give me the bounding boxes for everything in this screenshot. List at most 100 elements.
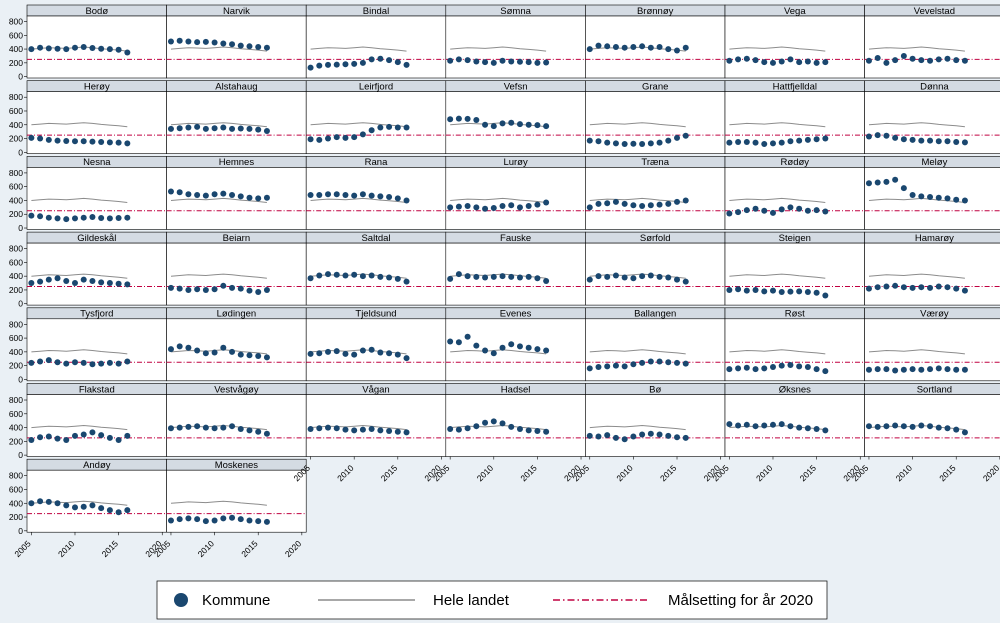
kommune-point — [961, 429, 968, 436]
panel-title: Dønna — [920, 82, 949, 93]
kommune-point — [630, 140, 637, 147]
panel-plot-area — [585, 394, 726, 457]
kommune-point — [682, 132, 689, 139]
panel-plot-area — [26, 318, 167, 382]
kommune-point — [229, 284, 236, 291]
panel-title: Nesna — [83, 157, 111, 168]
panel-title: Gildeskål — [77, 233, 116, 244]
kommune-point — [194, 347, 201, 354]
kommune-point — [220, 515, 227, 522]
kommune-point — [778, 206, 785, 213]
kommune-point — [543, 123, 550, 130]
kommune-point — [490, 350, 497, 357]
kommune-point — [316, 191, 323, 198]
kommune-point — [106, 507, 113, 514]
national-line — [868, 273, 965, 279]
kommune-point — [612, 198, 619, 205]
panel-plot-area — [166, 15, 307, 79]
national-line — [450, 197, 547, 203]
panel-title: Vågan — [362, 384, 389, 395]
kommune-point — [185, 38, 192, 45]
panel-moskenes: Moskenes — [166, 458, 307, 533]
panel-title: Hattfjelldal — [773, 82, 817, 93]
panel-bindal: Bindal — [305, 4, 447, 79]
kommune-point — [368, 127, 375, 134]
kommune-point — [778, 289, 785, 296]
kommune-point — [342, 350, 349, 357]
kommune-point — [813, 136, 820, 143]
kommune-point — [202, 518, 209, 525]
kommune-point — [351, 60, 358, 67]
panel-title: Sørfold — [640, 233, 671, 244]
kommune-point — [455, 426, 462, 433]
kommune-point — [892, 282, 899, 289]
kommune-point — [167, 517, 174, 524]
kommune-point — [935, 56, 942, 63]
y-tick-label: 800 — [9, 168, 23, 178]
panel-plot-area — [864, 91, 1000, 154]
national-line — [589, 424, 686, 431]
kommune-point — [342, 134, 349, 141]
y-tick-label: 200 — [9, 512, 23, 522]
kommune-point — [185, 423, 192, 430]
kommune-point — [769, 59, 776, 66]
kommune-point — [307, 350, 314, 357]
y-tick-label: 400 — [9, 271, 23, 281]
kommune-point — [63, 360, 70, 367]
kommune-point — [89, 138, 96, 145]
kommune-point — [316, 272, 323, 279]
kommune-point — [735, 286, 742, 293]
panel-sørfold: Sørfold — [585, 231, 726, 306]
kommune-point — [604, 273, 611, 280]
kommune-point — [508, 273, 515, 280]
kommune-point — [124, 281, 131, 288]
kommune-point — [202, 286, 209, 293]
panel-grane: Grane — [585, 80, 726, 154]
kommune-point — [229, 191, 236, 198]
kommune-point — [935, 194, 942, 201]
kommune-point — [255, 44, 262, 50]
panel-plot-area — [166, 91, 307, 154]
kommune-point — [935, 424, 942, 431]
kommune-point — [447, 275, 454, 282]
kommune-point — [403, 355, 410, 362]
kommune-point — [194, 286, 201, 293]
national-line — [31, 122, 128, 128]
kommune-point — [246, 287, 253, 294]
kommune-point — [769, 209, 776, 216]
kommune-point — [508, 58, 515, 65]
panel-herøy: Herøy 0 200 400 600 800 — [9, 80, 167, 157]
kommune-point — [516, 343, 523, 350]
kommune-point — [674, 276, 681, 283]
kommune-point — [927, 423, 934, 430]
kommune-point — [368, 272, 375, 279]
kommune-point — [447, 204, 454, 211]
y-tick-label: 200 — [9, 209, 23, 219]
kommune-point — [822, 292, 829, 299]
kommune-point — [342, 61, 349, 68]
panel-title: Flakstad — [79, 384, 115, 395]
panel-brønnøy: Brønnøy — [585, 4, 726, 79]
kommune-point — [45, 45, 52, 52]
panel-plot-area — [445, 15, 586, 79]
kommune-point — [211, 191, 218, 198]
kommune-point — [813, 425, 820, 432]
kommune-point — [98, 279, 105, 286]
kommune-point — [674, 47, 681, 54]
kommune-point — [787, 288, 794, 295]
y-tick-label: 0 — [18, 374, 23, 384]
kommune-point — [944, 55, 951, 62]
y-tick-label: 0 — [18, 526, 23, 536]
panel-saltdal: Saltdal — [305, 231, 447, 306]
kommune-point — [237, 351, 244, 358]
kommune-point — [612, 434, 619, 441]
panel-title: Evenes — [500, 309, 532, 320]
kommune-point — [726, 57, 733, 64]
kommune-point — [63, 137, 70, 144]
kommune-point — [473, 204, 480, 211]
kommune-point — [865, 423, 872, 430]
kommune-point — [403, 197, 410, 204]
kommune-point — [185, 344, 192, 351]
kommune-point — [37, 358, 44, 365]
kommune-point — [752, 286, 759, 293]
